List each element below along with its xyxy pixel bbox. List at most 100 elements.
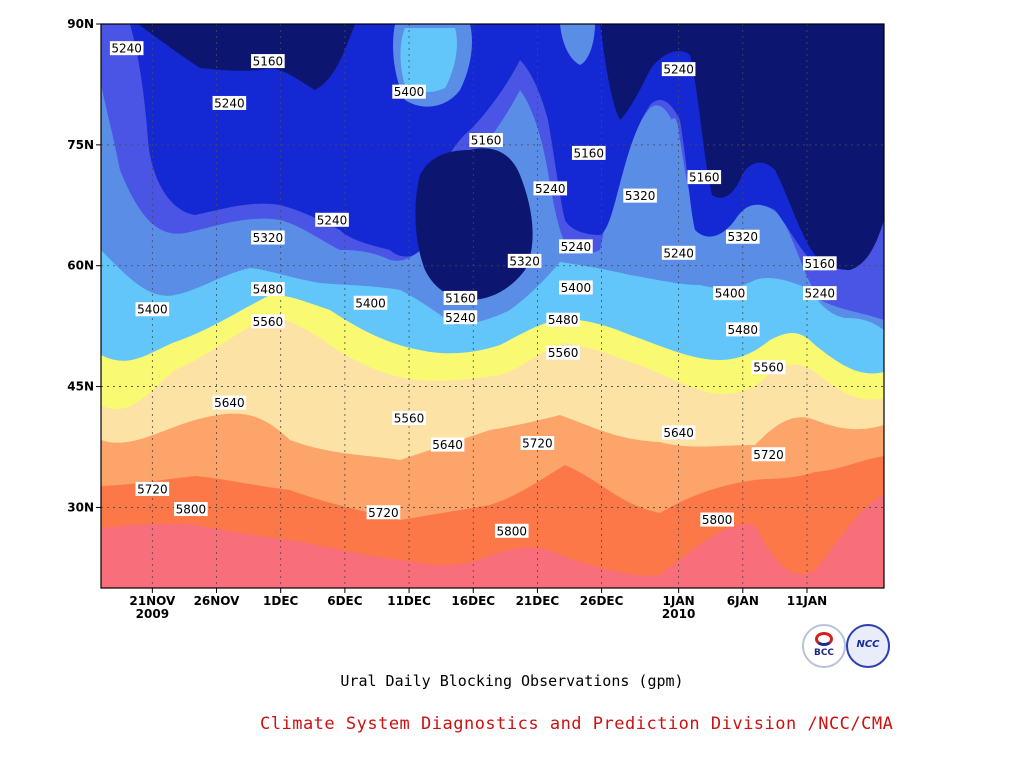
contour-label-box <box>443 290 478 305</box>
contour-label: 5240 <box>533 181 568 196</box>
bcc-logo: BCC <box>802 624 846 668</box>
x-tick-label: 11DEC <box>387 594 431 608</box>
contour-label-box <box>533 181 568 196</box>
contour-label: 5480 <box>546 312 580 327</box>
contour-label: 5160 <box>803 256 837 271</box>
contour-label: 5160 <box>687 170 722 185</box>
contour-label-text: 5320 <box>253 231 284 245</box>
contour-label-box <box>661 425 696 440</box>
contour-label-box <box>135 481 170 496</box>
contour-label-text: 5320 <box>728 230 759 244</box>
contour-label: 5240 <box>315 212 349 227</box>
contour-label-box <box>251 54 285 69</box>
contour-label-box <box>135 302 170 317</box>
contour-label-text: 5720 <box>522 436 553 450</box>
x-year-label: 2009 <box>136 607 169 621</box>
contour-label-box <box>251 282 285 297</box>
contour-label-text: 5240 <box>663 63 694 77</box>
contour-label-text: 5560 <box>253 315 284 329</box>
contour-label: 5640 <box>661 425 696 440</box>
contour-label: 5240 <box>803 286 837 301</box>
contour-label-box <box>366 505 401 520</box>
contour-label-box <box>726 322 760 337</box>
contour-label-box <box>443 310 478 325</box>
contour-label: 5240 <box>661 62 696 77</box>
contour-label-box <box>751 447 786 462</box>
contour-label: 5560 <box>392 410 426 425</box>
contour-label-box <box>559 280 593 295</box>
contour-label: 5320 <box>623 188 657 203</box>
x-tick-label: 16DEC <box>451 594 495 608</box>
contour-label-box <box>661 62 696 77</box>
contour-label-box <box>392 410 426 425</box>
contour-label: 5400 <box>713 286 747 301</box>
contour-label: 5240 <box>443 310 478 325</box>
contour-label-text: 5640 <box>214 396 245 410</box>
bcc-swirl-icon <box>815 632 833 646</box>
contour-label: 5400 <box>353 295 388 310</box>
x-year-label: 2010 <box>662 607 695 621</box>
contour-label: 5160 <box>571 145 606 160</box>
contour-label: 5160 <box>251 54 285 69</box>
contour-label: 5800 <box>700 512 734 527</box>
contour-label-text: 5560 <box>548 346 579 360</box>
contour-label: 5400 <box>135 302 170 317</box>
credit-line: Climate System Diagnostics and Predictio… <box>260 714 894 734</box>
chart-title: Ural Daily Blocking Observations (gpm) <box>340 672 684 690</box>
contour-label-box <box>571 145 606 160</box>
x-tick-label: 6DEC <box>327 594 363 608</box>
ncc-logo-text: NCC <box>856 639 880 650</box>
fill-below-5160-central <box>415 148 533 300</box>
contour-label: 5560 <box>251 314 285 329</box>
contour-label: 5720 <box>751 447 786 462</box>
x-tick-label: 26NOV <box>194 594 241 608</box>
contour-label-text: 5240 <box>663 246 694 260</box>
x-tick-label: 11JAN <box>787 594 828 608</box>
y-tick-label: 75N <box>67 138 94 152</box>
contour-label: 5720 <box>135 481 170 496</box>
plot-fills <box>101 24 884 588</box>
contour-label: 5240 <box>109 41 144 56</box>
x-tick-label: 26DEC <box>580 594 624 608</box>
contour-label-text: 5800 <box>176 503 207 517</box>
contour-label: 5320 <box>726 229 760 244</box>
contour-label-box <box>174 502 208 517</box>
contour-label: 5240 <box>212 95 247 110</box>
contour-label-text: 5480 <box>548 313 579 327</box>
contour-label-box <box>803 286 837 301</box>
contour-label-box <box>507 253 542 268</box>
contour-label-text: 5480 <box>728 323 759 337</box>
contour-label-box <box>661 245 696 260</box>
contour-label-box <box>726 229 760 244</box>
contour-label: 5640 <box>430 437 465 452</box>
contour-label-text: 5160 <box>689 171 720 185</box>
y-tick-label: 45N <box>67 380 94 394</box>
contour-label-box <box>392 84 426 99</box>
contour-label-text: 5240 <box>535 182 566 196</box>
contour-label-text: 5400 <box>394 85 425 99</box>
x-tick-label: 21NOV <box>129 594 176 608</box>
contour-label-text: 5720 <box>137 482 168 496</box>
contour-label-text: 5720 <box>368 506 399 520</box>
contour-label-text: 5640 <box>432 438 463 452</box>
y-tick-label: 90N <box>67 17 94 31</box>
contour-label-box <box>251 230 285 245</box>
contour-label-text: 5160 <box>445 291 476 305</box>
contour-label-box <box>623 188 657 203</box>
contour-label: 5320 <box>251 230 285 245</box>
contour-label-box <box>212 395 247 410</box>
contour-label: 5480 <box>251 282 285 297</box>
contour-label-text: 5400 <box>355 296 386 310</box>
contour-label-box <box>751 360 786 375</box>
contour-label-box <box>520 435 555 450</box>
x-tick-label: 1DEC <box>263 594 299 608</box>
contour-label-box <box>559 239 593 254</box>
contour-label-box <box>251 314 285 329</box>
fill-5480-pocket-north <box>400 28 457 92</box>
contour-label-box <box>546 345 580 360</box>
contour-label: 5800 <box>494 523 529 538</box>
contour-label: 5160 <box>443 290 478 305</box>
contour-label-box <box>494 523 529 538</box>
contour-label-text: 5320 <box>509 254 540 268</box>
